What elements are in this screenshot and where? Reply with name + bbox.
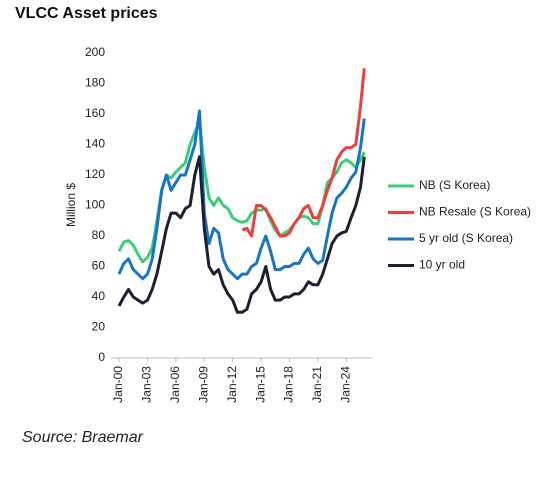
y-tick-label: 20	[92, 320, 106, 334]
x-tick-label: Jan-18	[282, 366, 296, 403]
x-tick-label: Jan-24	[338, 366, 352, 403]
y-tick-label: 80	[92, 228, 106, 242]
y-tick-label: 200	[85, 45, 105, 59]
legend-label: NB Resale (S Korea)	[419, 205, 531, 219]
y-tick-label: 100	[85, 198, 105, 212]
legend-label: NB (S Korea)	[419, 178, 490, 192]
y-tick-label: 180	[85, 76, 105, 90]
y-tick-label: 40	[92, 289, 106, 303]
x-tick-label: Jan-09	[196, 366, 210, 403]
source: Source: Braemar	[22, 429, 144, 446]
x-tick-label: Jan-15	[253, 366, 267, 403]
series-line	[117, 109, 366, 281]
x-tick-label: Jan-03	[140, 366, 154, 403]
x-tick-label: Jan-00	[111, 366, 125, 403]
chart-title: VLCC Asset prices	[15, 5, 158, 22]
legend-label: 5 yr old (S Korea)	[419, 231, 513, 245]
y-tick-label: 60	[92, 259, 106, 273]
y-tick-label: 0	[98, 350, 105, 364]
y-tick-label: 120	[85, 167, 105, 181]
series-line	[117, 155, 366, 314]
x-tick-label: Jan-06	[168, 366, 182, 403]
series-line	[241, 68, 366, 238]
y-tick-label: 160	[85, 106, 105, 120]
y-axis-label: Million $	[64, 183, 78, 227]
y-tick-label: 140	[85, 137, 105, 151]
x-tick-label: Jan-12	[225, 366, 239, 403]
legend-label: 10 yr old	[419, 258, 465, 272]
x-tick-label: Jan-21	[310, 366, 324, 403]
